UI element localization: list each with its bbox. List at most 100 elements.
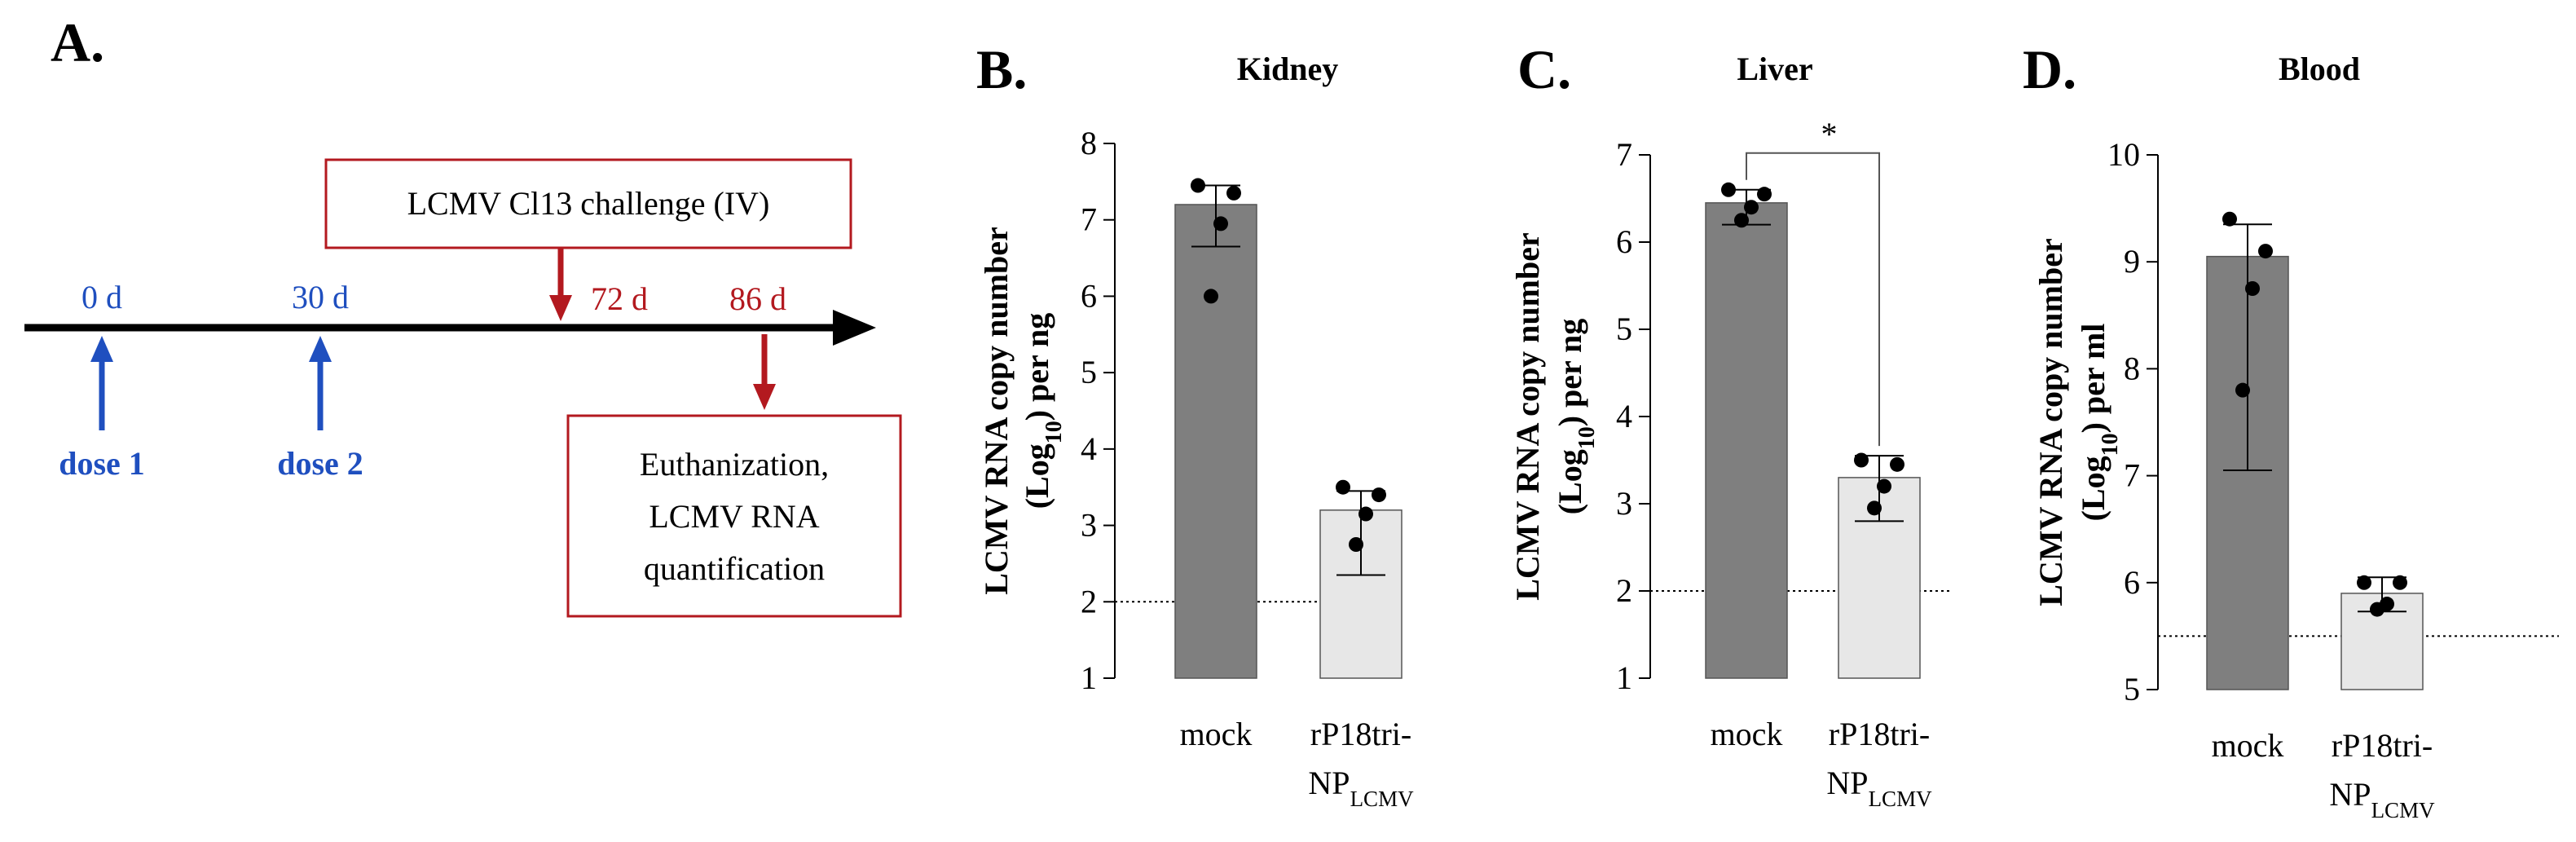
x-category-label: rP18tri- [1829, 716, 1930, 752]
panel-c-liver-chart: C. Liver 1 2 3 4 5 6 7 LCMV RNA copy number (Log10… [1509, 38, 1952, 811]
significance-marker: * [1821, 116, 1838, 152]
y-axis-label-part: ) per ng [1552, 319, 1588, 427]
dose-2-arrow-icon [309, 336, 332, 362]
x-category-label-part: NP [2329, 776, 2371, 813]
euthanization-line-3: quantification [644, 550, 825, 587]
x-category-label-line-2: NPLCMV [2329, 776, 2435, 822]
euthanization-box [566, 414, 902, 618]
challenge-box [324, 158, 852, 249]
y-axis-label-subscript: 10 [2098, 433, 2123, 456]
data-point [1890, 456, 1904, 472]
y-axis-label-part: (Log [1552, 449, 1588, 514]
data-point [1372, 487, 1386, 503]
y-axis-label-subscript: 10 [1574, 426, 1600, 449]
dose-1-arrow-icon [90, 336, 113, 362]
timeline-day-72: 72 d [591, 280, 648, 317]
data-point [1226, 185, 1241, 201]
y-tick-label: 3 [1081, 507, 1097, 544]
y-axis-label-subscript: 10 [1041, 421, 1067, 443]
euthanization-arrow-icon [753, 384, 776, 410]
panel-letter-c: C. [1517, 38, 1571, 100]
y-axis-label-line-2: (Log10) per ng [1552, 319, 1600, 515]
timeline-day-30: 30 d [292, 279, 349, 315]
y-tick-label: 6 [1081, 277, 1097, 314]
data-point [1877, 478, 1891, 494]
euthanization-line-2: LCMV RNA [649, 498, 819, 535]
y-tick-label: 7 [1616, 136, 1632, 173]
y-tick-label: 10 [2107, 136, 2140, 173]
x-category-label-subscript: LCMV [1869, 787, 1933, 811]
chart-title: Kidney [1237, 51, 1338, 87]
timeline-day-86: 86 d [729, 280, 786, 317]
y-tick-label: 6 [2124, 564, 2140, 601]
challenge-box-text: LCMV Cl13 challenge (IV) [407, 185, 770, 222]
data-point [1213, 216, 1228, 231]
x-category-label: mock [1711, 716, 1783, 752]
y-axis-label-part: (Log [2075, 456, 2111, 521]
data-point [1721, 182, 1736, 197]
data-point [1867, 500, 1882, 516]
panel-b-kidney-chart: B. Kidney 1 2 3 4 5 6 7 8 LCMV RNA copy number (Log… [976, 38, 1414, 811]
x-category-label: mock [2212, 727, 2284, 764]
chart-title: Liver [1737, 51, 1812, 87]
euthanization-line-1: Euthanization, [640, 446, 829, 483]
y-tick-label: 1 [1616, 659, 1632, 696]
bar-mock [1174, 204, 1257, 679]
x-category-label-part: NP [1308, 765, 1350, 801]
y-axis-label-line-2: (Log10) per ml [2075, 324, 2123, 522]
y-tick-label: 5 [2124, 671, 2140, 708]
y-axis-label-part: (Log [1019, 443, 1055, 509]
x-category-label-subscript: LCMV [2371, 798, 2436, 822]
data-point [1358, 506, 1373, 522]
timeline-arrowhead [833, 310, 876, 346]
dose-1-label: dose 1 [59, 445, 145, 482]
y-tick-label: 7 [2124, 457, 2140, 494]
data-point [1191, 178, 1205, 193]
y-tick-label: 5 [1616, 311, 1632, 347]
x-category-label: mock [1180, 716, 1253, 752]
y-tick-label: 5 [1081, 354, 1097, 390]
data-point [2258, 244, 2273, 259]
y-tick-label: 8 [1081, 125, 1097, 161]
data-point [2222, 211, 2237, 227]
y-axis-label-part: ) per ng [1019, 313, 1055, 421]
y-tick-label: 4 [1081, 430, 1097, 467]
data-point [1757, 187, 1772, 202]
panel-letter-a: A. [51, 11, 104, 73]
y-tick-label: 2 [1081, 583, 1097, 619]
data-point [2370, 602, 2384, 617]
dose-2-label: dose 2 [277, 445, 363, 482]
panel-letter-b: B. [976, 38, 1027, 100]
y-tick-label: 1 [1081, 659, 1097, 696]
data-point [1349, 537, 1363, 552]
significance-bracket [1746, 152, 1880, 447]
data-point [2245, 281, 2260, 296]
x-category-label-line-2: NPLCMV [1308, 765, 1414, 811]
x-category-label: rP18tri- [1310, 716, 1411, 752]
x-category-label-part: NP [1826, 765, 1868, 801]
data-point [1336, 479, 1350, 495]
data-point [1734, 213, 1749, 228]
panel-letter-d: D. [2023, 38, 2076, 100]
y-tick-label: 4 [1616, 398, 1632, 434]
y-axis-label-line-2: (Log10) per ng [1019, 313, 1067, 509]
y-axis-label-line-1: LCMV RNA copy number [2032, 238, 2069, 606]
y-tick-label: 7 [1081, 201, 1097, 238]
x-category-label: rP18tri- [2332, 727, 2433, 764]
data-point [2235, 382, 2250, 398]
y-axis-label-line-1: LCMV RNA copy number [978, 227, 1015, 595]
data-point [1854, 452, 1869, 468]
y-axis-label-line-1: LCMV RNA copy number [1509, 232, 1546, 601]
data-point [1204, 289, 1218, 304]
y-tick-label: 2 [1616, 572, 1632, 609]
bar-mock [1705, 202, 1788, 679]
panel-a: A. 0 d dose 1 30 d dose 2 LCMV Cl13 chal… [24, 11, 902, 618]
challenge-arrow-icon [549, 295, 572, 321]
y-tick-label: 3 [1616, 485, 1632, 522]
x-category-label-line-2: NPLCMV [1826, 765, 1932, 811]
data-point [2393, 575, 2407, 590]
x-category-label-subscript: LCMV [1350, 787, 1415, 811]
y-axis-label-part: ) per ml [2075, 324, 2111, 434]
data-point [2357, 575, 2371, 590]
